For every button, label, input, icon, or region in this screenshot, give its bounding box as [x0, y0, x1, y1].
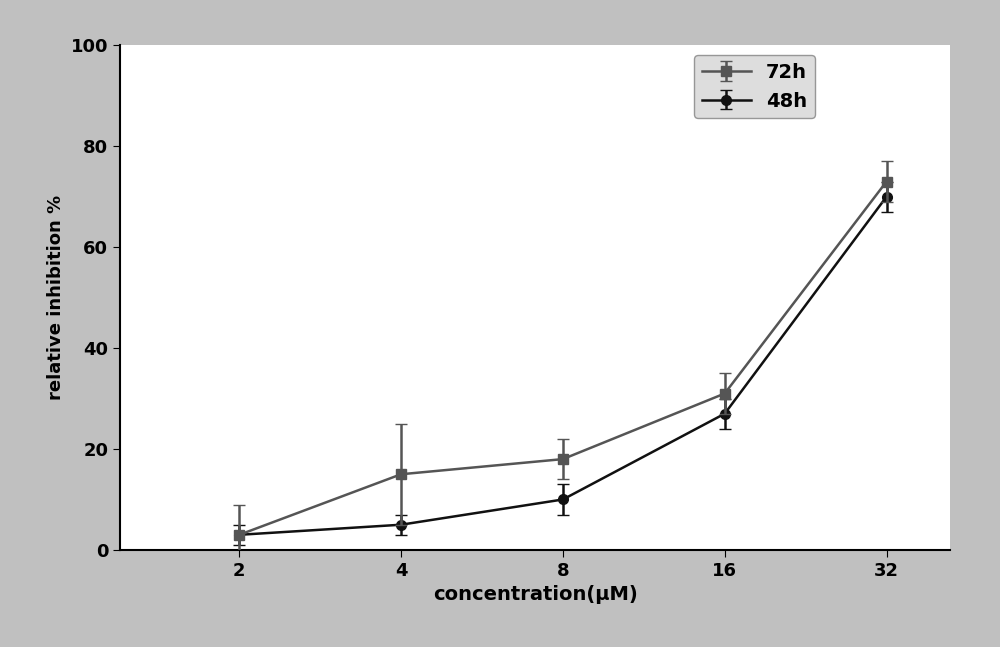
X-axis label: concentration(μM): concentration(μM) — [433, 586, 637, 604]
Y-axis label: relative inhibition %: relative inhibition % — [47, 195, 65, 400]
Legend: 72h, 48h: 72h, 48h — [694, 55, 815, 118]
